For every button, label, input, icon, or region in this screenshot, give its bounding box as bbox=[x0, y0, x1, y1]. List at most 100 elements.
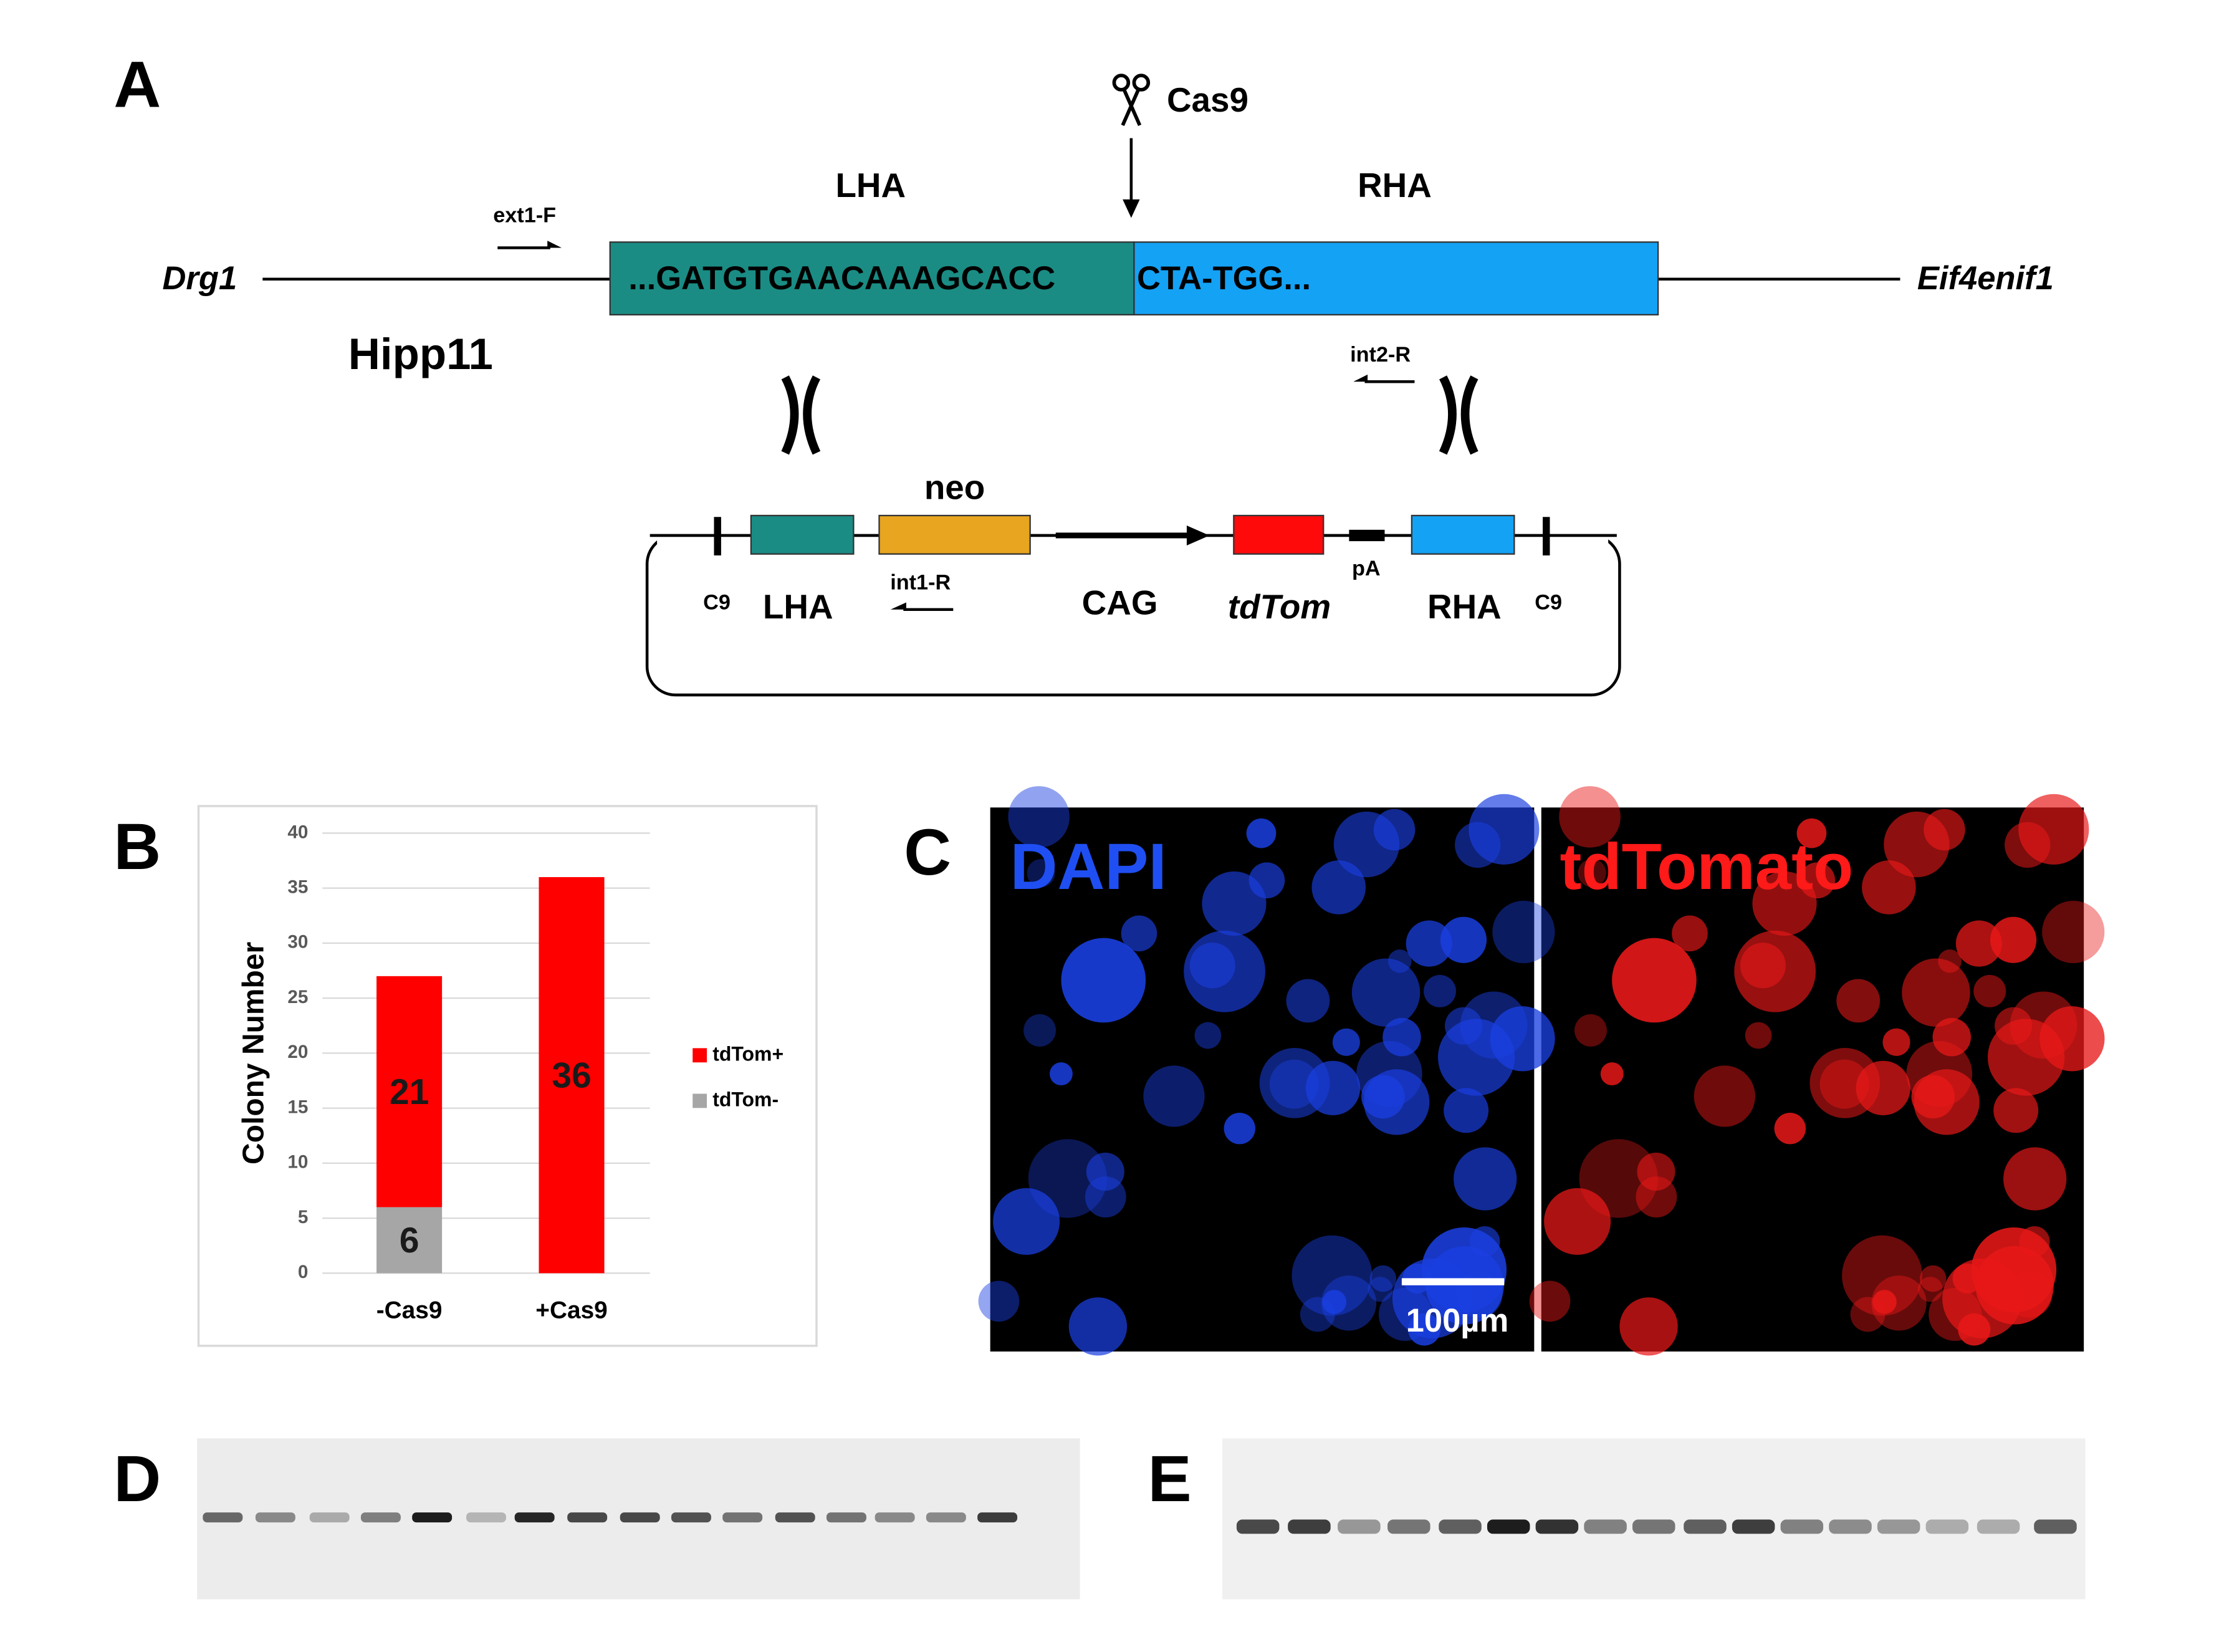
tdtomato-colony bbox=[1579, 1139, 1658, 1218]
dapi-colony bbox=[1121, 915, 1157, 952]
neo-block bbox=[878, 514, 1031, 555]
tdtomato-colony bbox=[1942, 1258, 2023, 1338]
tdtomato-colony bbox=[1920, 1265, 1947, 1292]
y-tick-label: 5 bbox=[298, 1207, 309, 1227]
band bbox=[826, 1512, 866, 1523]
tdtomato-colony bbox=[1995, 1007, 2033, 1045]
primer-label: ext1-F bbox=[493, 203, 556, 227]
tdtomato-colony bbox=[1529, 1280, 1571, 1322]
tdtomato-colony bbox=[1932, 1017, 1972, 1057]
dapi-colony bbox=[993, 1188, 1060, 1255]
dapi-colony bbox=[1373, 809, 1416, 851]
y-tick-label: 40 bbox=[287, 822, 308, 842]
tdtomato-colony bbox=[1799, 862, 1836, 899]
band bbox=[977, 1512, 1018, 1523]
primer-label: int2-R bbox=[1350, 343, 1411, 367]
data-label: 6 bbox=[400, 1221, 419, 1261]
band bbox=[1584, 1519, 1627, 1534]
dapi-colony bbox=[1292, 1235, 1373, 1316]
gel-bands bbox=[203, 1512, 2077, 1534]
dapi-colony bbox=[1189, 943, 1235, 989]
tdtomato-colony bbox=[1993, 1088, 2039, 1133]
tdtomato-colony bbox=[2042, 900, 2105, 964]
dapi-colony bbox=[1068, 1297, 1128, 1356]
dapi-colony bbox=[1332, 1028, 1360, 1056]
rha-block bbox=[1133, 241, 1659, 316]
tdtomato-colony bbox=[1906, 1040, 1973, 1107]
panel-label: B bbox=[113, 810, 161, 883]
dapi-colony bbox=[1363, 1069, 1430, 1135]
tdtomato-colony bbox=[1836, 979, 1881, 1023]
dapi-colony bbox=[1286, 979, 1330, 1023]
dapi-colony bbox=[1143, 1065, 1205, 1127]
gene-label: Drg1 bbox=[162, 260, 237, 297]
element-label: C9 bbox=[703, 591, 731, 615]
tdtomato-colony bbox=[1973, 974, 2006, 1007]
band bbox=[1925, 1519, 1969, 1534]
y-tick-label: 15 bbox=[287, 1097, 308, 1117]
band bbox=[203, 1512, 243, 1523]
panel-label: E bbox=[1148, 1443, 1191, 1515]
scissors-icon bbox=[1112, 74, 1151, 127]
band bbox=[309, 1512, 350, 1523]
band bbox=[255, 1512, 295, 1523]
legend-label: tdTom+ bbox=[712, 1042, 784, 1065]
locus-label: Hipp11 bbox=[348, 330, 493, 379]
cell-colonies bbox=[978, 786, 2105, 1356]
arrow-head bbox=[1353, 374, 1368, 382]
element-label: CAG bbox=[1082, 583, 1158, 622]
x-tick-label: -Cas9 bbox=[376, 1297, 443, 1323]
tdtomato-colony bbox=[1917, 1277, 1943, 1302]
tdtomato-colony bbox=[1740, 943, 1786, 989]
panel-label: A bbox=[113, 49, 161, 122]
tdtomato-colony bbox=[1796, 818, 1827, 848]
dapi-colony bbox=[1008, 786, 1070, 848]
dapi-colony bbox=[1023, 1014, 1057, 1047]
channel-label: tdTomato bbox=[1560, 830, 1853, 903]
tdtomato-colony bbox=[1842, 1235, 1923, 1316]
chart-frame bbox=[197, 805, 818, 1347]
arm-label: RHA bbox=[1358, 166, 1432, 204]
tdtomato-colony bbox=[1990, 916, 2037, 963]
bar-segment bbox=[539, 877, 605, 1274]
dapi-colony bbox=[1454, 1147, 1517, 1211]
tdtomato-colony bbox=[1774, 1112, 1806, 1145]
crossover bbox=[1439, 375, 1478, 455]
y-tick-label: 10 bbox=[287, 1152, 308, 1173]
y-axis-label: Colony Number bbox=[237, 942, 271, 1165]
arrow-head bbox=[1186, 525, 1210, 545]
data-label: 36 bbox=[552, 1055, 592, 1095]
dapi-colony bbox=[1194, 1022, 1222, 1049]
tdtom-block bbox=[1233, 514, 1325, 555]
tdtomato-colony bbox=[1574, 1014, 1607, 1047]
tdtomato-colony bbox=[1578, 858, 1606, 888]
dapi-colony bbox=[1322, 1290, 1347, 1314]
band bbox=[1732, 1519, 1775, 1534]
x-tick-label: +Cas9 bbox=[535, 1297, 608, 1323]
tdtomato-colony bbox=[1694, 1065, 1755, 1127]
band bbox=[926, 1512, 966, 1523]
bar-segment bbox=[376, 1207, 443, 1274]
bar-segment bbox=[376, 976, 443, 1208]
lha-block bbox=[750, 514, 855, 555]
tdtomato-colony bbox=[1902, 958, 1970, 1027]
data-label: 21 bbox=[390, 1072, 429, 1112]
sequence: ...GATGTGAACAAAGCACC bbox=[628, 260, 1055, 297]
tdtomato-colony bbox=[1871, 1275, 1927, 1331]
tdtomato-colony bbox=[1637, 1152, 1675, 1191]
legend-label: tdTom- bbox=[712, 1088, 779, 1110]
locus-diagram: ...GATGTGAACAAAGCACC CTA-TGG... Drg1 Eif… bbox=[162, 74, 2054, 455]
tdtomato-colony bbox=[1958, 1313, 1991, 1346]
band bbox=[514, 1512, 555, 1523]
arrow-head bbox=[890, 602, 906, 610]
dapi-colony bbox=[1351, 958, 1421, 1027]
dapi-colony bbox=[1259, 1048, 1330, 1118]
legend-swatch bbox=[692, 1048, 707, 1063]
y-tick-label: 25 bbox=[287, 987, 308, 1007]
dapi-colony bbox=[1086, 1152, 1124, 1191]
y-tick-label: 30 bbox=[287, 932, 308, 953]
band bbox=[412, 1512, 453, 1523]
dapi-colony bbox=[1369, 1265, 1397, 1292]
dapi-colony bbox=[1202, 871, 1267, 936]
dapi-colony bbox=[1061, 938, 1146, 1023]
